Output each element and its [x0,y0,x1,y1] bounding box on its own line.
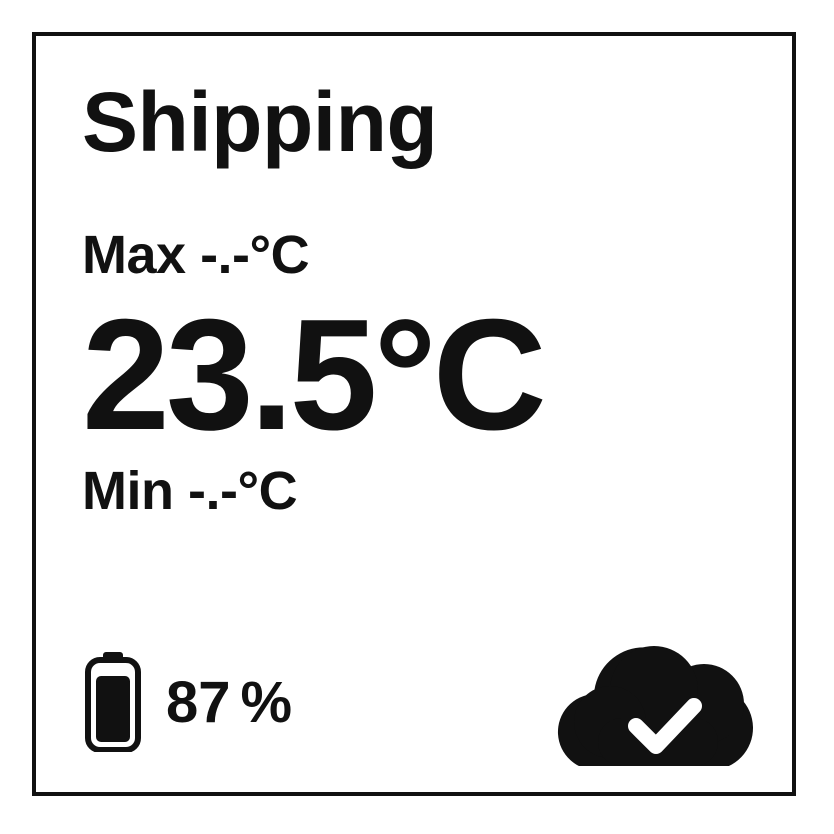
battery-percent-value: 87 [166,670,231,735]
cloud-check-icon [554,626,754,766]
battery-percent-symbol: % [241,670,293,735]
max-label: Max [82,225,186,285]
status-footer: 87% [80,632,748,762]
battery-percent: 87% [166,669,292,736]
max-temperature-row: Max -.-°C [82,224,748,286]
device-status-panel: Shipping Max -.-°C 23.5°C Min -.-°C [32,32,796,796]
min-temperature-row: Min -.-°C [82,460,748,522]
panel-title: Shipping [82,78,748,166]
min-value: -.-°C [188,461,297,521]
max-value: -.-°C [200,225,309,285]
battery-icon [82,652,144,752]
current-temperature: 23.5°C [82,296,748,454]
battery-status: 87% [82,652,292,752]
cloud-sync-status [554,626,754,766]
min-label: Min [82,461,173,521]
